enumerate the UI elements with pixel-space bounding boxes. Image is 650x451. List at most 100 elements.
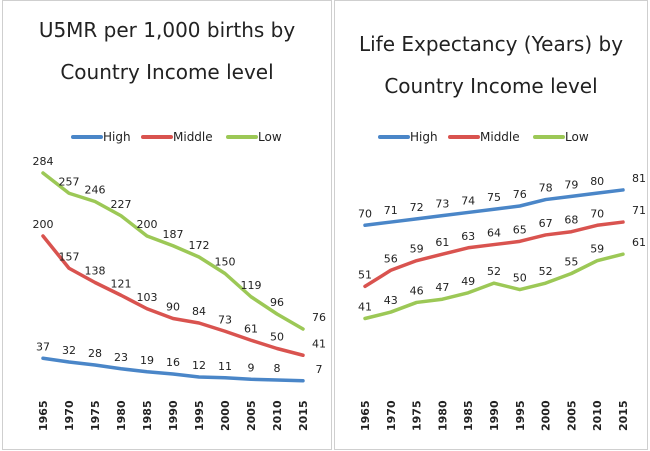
data-label: 8 [274, 362, 281, 375]
legend-label-high: High [103, 130, 131, 144]
legend-label-high: High [410, 130, 438, 144]
data-label: 59 [410, 243, 424, 256]
legend-label-middle: Middle [173, 130, 213, 144]
legend-label-middle: Middle [480, 130, 520, 144]
series-line-high [41, 356, 305, 383]
data-label: 79 [564, 178, 578, 191]
data-label: 71 [632, 204, 646, 217]
data-label: 61 [632, 236, 646, 249]
chart-title-line-1: U5MR per 1,000 births by [38, 18, 296, 42]
data-label: 84 [192, 305, 206, 318]
chart-title-line-1: Life Expectancy (Years) by [358, 32, 624, 56]
data-label: 47 [435, 281, 449, 294]
data-label: 52 [487, 265, 501, 278]
data-label: 74 [461, 194, 475, 207]
x-tick-label: 2015 [297, 400, 310, 431]
data-label: 51 [358, 268, 372, 281]
data-label: 7 [316, 363, 323, 376]
data-label: 81 [632, 172, 646, 185]
x-tick-label: 1985 [141, 400, 154, 431]
x-tick-label: 1970 [385, 400, 398, 431]
data-label: 157 [59, 250, 80, 263]
data-label: 41 [358, 301, 372, 314]
x-tick-label: 2005 [565, 400, 578, 431]
data-label: 50 [270, 331, 284, 344]
data-label: 73 [435, 198, 449, 211]
data-label: 11 [218, 360, 232, 373]
data-label: 76 [312, 311, 326, 324]
data-label: 59 [590, 243, 604, 256]
series-line-middle [41, 234, 305, 357]
data-label: 19 [140, 354, 154, 367]
data-label: 52 [539, 265, 553, 278]
data-label: 70 [590, 207, 604, 220]
x-tick-label: 1990 [167, 400, 180, 431]
data-label: 67 [539, 217, 553, 230]
x-tick-label: 2000 [219, 400, 232, 431]
data-label: 227 [111, 198, 132, 211]
data-label: 80 [590, 175, 604, 188]
chart-title: U5MR per 1,000 births by Country Income … [3, 15, 331, 99]
x-tick-label: 1980 [436, 400, 449, 431]
series-line-middle [363, 220, 625, 289]
u5mr-chart-panel: U5MR per 1,000 births by Country Income … [2, 0, 332, 450]
data-label: 61 [244, 322, 258, 335]
legend-label-low: Low [258, 130, 282, 144]
life-expectancy-chart-panel: Life Expectancy (Years) by Country Incom… [334, 0, 648, 450]
data-label: 56 [384, 252, 398, 265]
data-label: 50 [513, 272, 527, 285]
series-line-high [363, 188, 625, 228]
data-label: 90 [166, 301, 180, 314]
x-tick-label: 1975 [89, 400, 102, 431]
data-label: 37 [36, 340, 50, 353]
data-label: 32 [62, 344, 76, 357]
x-tick-label: 2005 [245, 400, 258, 431]
data-label: 49 [461, 275, 475, 288]
x-tick-label: 2015 [617, 400, 630, 431]
data-label: 246 [85, 184, 106, 197]
data-label: 187 [163, 228, 184, 241]
data-label: 200 [137, 218, 158, 231]
data-label: 78 [539, 182, 553, 195]
data-label: 150 [215, 256, 236, 269]
data-label: 200 [33, 218, 54, 231]
data-label: 257 [59, 175, 80, 188]
x-tick-label: 2010 [591, 400, 604, 431]
data-label: 55 [564, 256, 578, 269]
x-tick-label: 1965 [359, 400, 372, 431]
data-label: 70 [358, 207, 372, 220]
x-tick-label: 1995 [193, 400, 206, 431]
series-line-low [363, 252, 625, 321]
data-label: 64 [487, 227, 501, 240]
data-label: 16 [166, 356, 180, 369]
x-tick-label: 2010 [271, 400, 284, 431]
data-label: 138 [85, 265, 106, 278]
data-label: 96 [270, 296, 284, 309]
data-label: 46 [410, 284, 424, 297]
data-label: 9 [248, 361, 255, 374]
data-label: 121 [111, 277, 132, 290]
data-label: 75 [487, 191, 501, 204]
x-tick-label: 1975 [411, 400, 424, 431]
legend-label-low: Low [565, 130, 589, 144]
data-label: 68 [564, 214, 578, 227]
data-label: 63 [461, 230, 475, 243]
x-tick-label: 2000 [540, 400, 553, 431]
data-label: 61 [435, 236, 449, 249]
x-tick-label: 1995 [514, 400, 527, 431]
x-tick-label: 1985 [462, 400, 475, 431]
data-label: 71 [384, 204, 398, 217]
data-label: 103 [137, 291, 158, 304]
data-label: 284 [33, 155, 54, 168]
data-label: 12 [192, 359, 206, 372]
data-label: 41 [312, 337, 326, 350]
x-tick-label: 1970 [63, 400, 76, 431]
data-label: 65 [513, 223, 527, 236]
x-tick-label: 1965 [37, 400, 50, 431]
chart-title: Life Expectancy (Years) by Country Incom… [335, 29, 647, 113]
data-label: 23 [114, 351, 128, 364]
x-tick-label: 1980 [115, 400, 128, 431]
data-label: 76 [513, 188, 527, 201]
data-label: 72 [410, 201, 424, 214]
